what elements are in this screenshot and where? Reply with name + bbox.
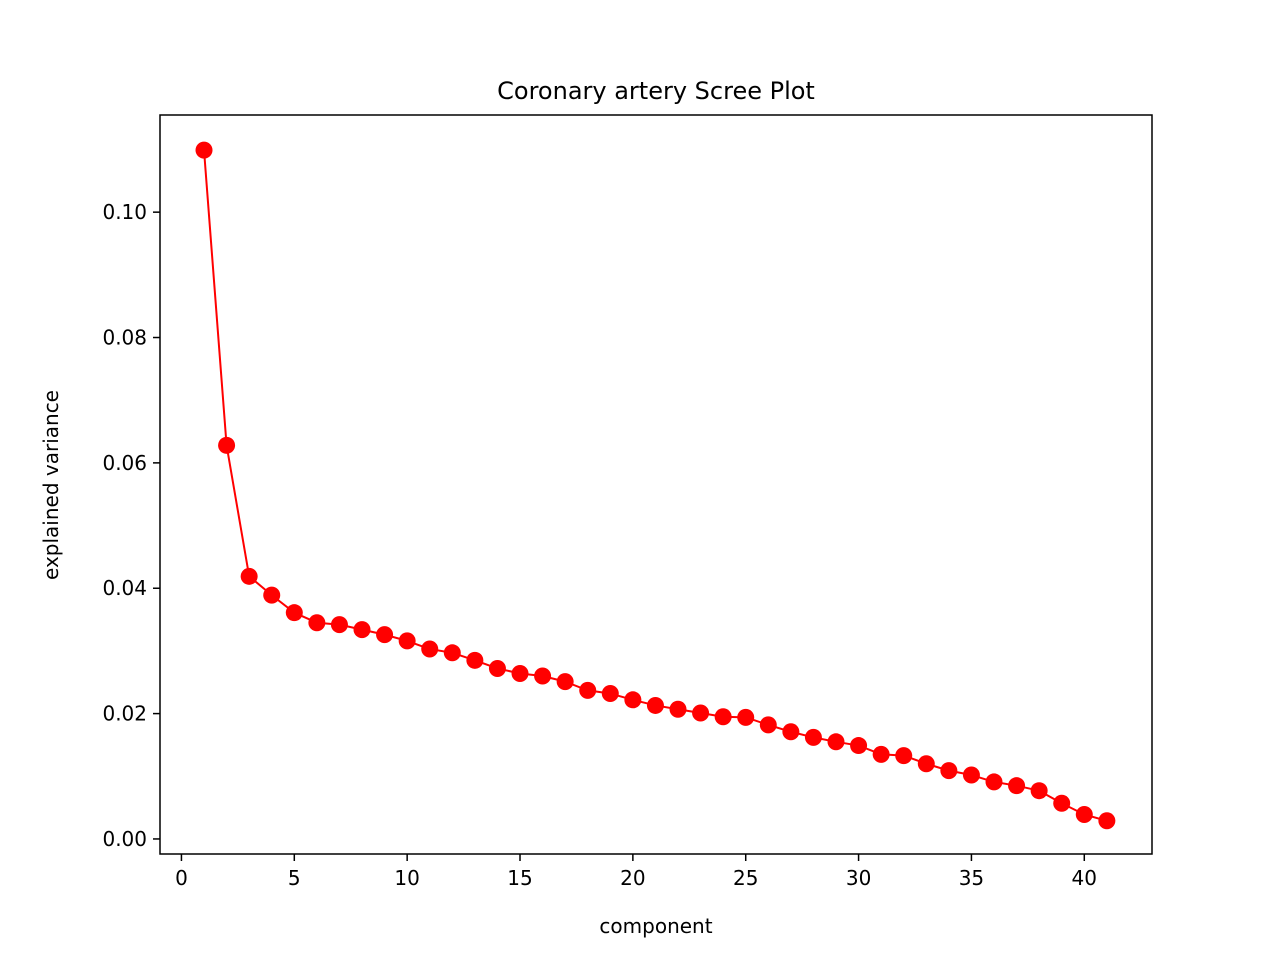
data-point — [398, 632, 416, 650]
data-point — [714, 708, 732, 726]
data-point — [511, 664, 529, 682]
y-tick-label: 0.00 — [102, 827, 147, 851]
data-point — [579, 681, 597, 699]
data-point — [195, 141, 213, 159]
plot-area — [195, 141, 1116, 830]
data-point — [646, 696, 664, 714]
data-point — [1053, 794, 1071, 812]
data-point — [872, 745, 890, 763]
axes-frame — [159, 114, 1153, 855]
x-tick-label: 5 — [288, 866, 301, 890]
data-point — [962, 766, 980, 784]
data-point — [240, 567, 258, 585]
data-point — [669, 700, 687, 718]
data-point — [263, 586, 281, 604]
data-point — [827, 733, 845, 751]
x-tick-label: 40 — [1072, 866, 1097, 890]
data-point — [917, 755, 935, 773]
chart-title: Coronary artery Scree Plot — [497, 77, 815, 105]
y-tick-label: 0.08 — [102, 326, 147, 350]
x-tick-label: 30 — [846, 866, 871, 890]
data-point — [466, 651, 484, 669]
x-tick-label: 10 — [394, 866, 419, 890]
data-point — [330, 616, 348, 634]
y-tick-label: 0.04 — [102, 576, 147, 600]
data-point — [737, 708, 755, 726]
data-point — [488, 659, 506, 677]
data-point — [443, 644, 461, 662]
data-point — [895, 747, 913, 765]
x-axis-ticks: 0 5 10 15 20 25 30 35 40 — [175, 854, 1097, 890]
data-point — [1098, 812, 1116, 830]
x-tick-label: 25 — [733, 866, 758, 890]
data-point — [1075, 806, 1093, 824]
data-point — [534, 667, 552, 685]
y-tick-label: 0.10 — [102, 200, 147, 224]
data-point — [692, 704, 710, 722]
data-point — [624, 691, 642, 709]
x-tick-label: 20 — [620, 866, 645, 890]
data-point — [601, 685, 619, 703]
data-point — [285, 604, 303, 622]
data-point — [759, 716, 777, 734]
data-point — [940, 762, 958, 780]
data-point — [421, 640, 439, 658]
data-point — [850, 737, 868, 755]
data-point — [218, 436, 236, 454]
data-point — [1030, 782, 1048, 800]
data-point — [308, 614, 326, 632]
x-tick-label: 0 — [175, 866, 188, 890]
x-tick-label: 35 — [959, 866, 984, 890]
data-point — [376, 626, 394, 644]
data-point — [782, 723, 800, 741]
x-axis-label: component — [599, 914, 712, 938]
y-tick-label: 0.02 — [102, 702, 147, 726]
y-axis-label: explained variance — [39, 390, 63, 580]
data-point — [556, 673, 574, 691]
data-point — [1008, 777, 1026, 795]
data-point — [985, 773, 1003, 791]
data-point — [353, 621, 371, 639]
y-tick-label: 0.06 — [102, 451, 147, 475]
x-tick-label: 15 — [507, 866, 532, 890]
y-axis-ticks: 0.00 0.02 0.04 0.06 0.08 0.10 — [102, 200, 160, 851]
data-point — [804, 728, 822, 746]
